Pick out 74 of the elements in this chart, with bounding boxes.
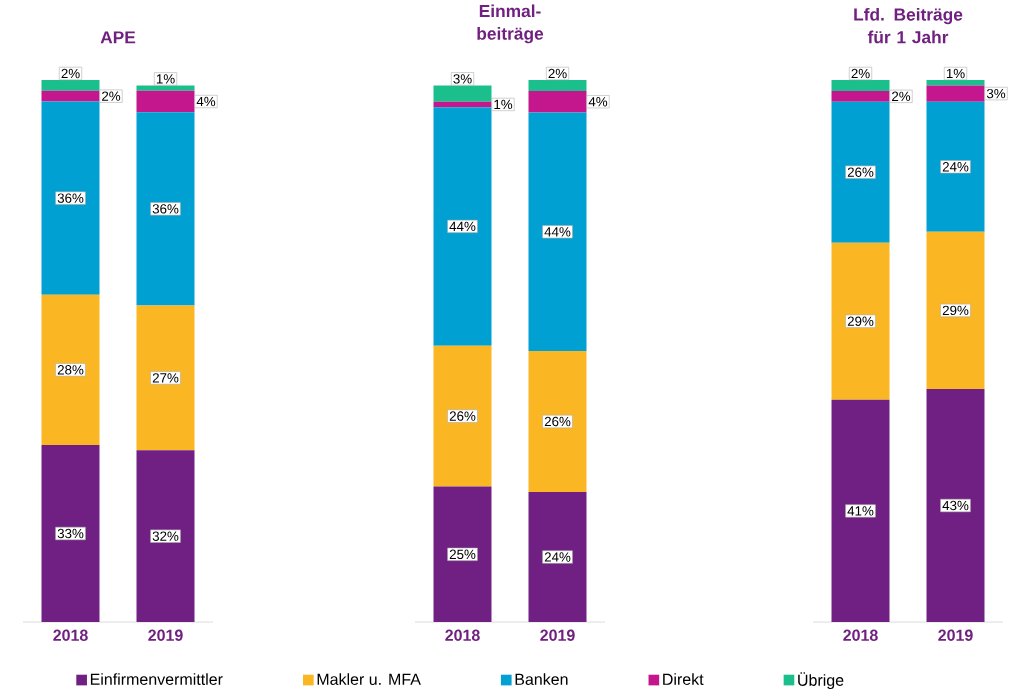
chart-title: Lfd. Beiträge für 1 Jahr (854, 7, 963, 44)
data-label: 26% (544, 416, 571, 427)
data-label: 2% (851, 68, 870, 79)
legend-label: Banken (515, 673, 568, 685)
data-label: 41% (847, 506, 874, 516)
bar (41, 101, 100, 295)
bar (831, 80, 890, 91)
x-tick-label: 2018 (445, 629, 480, 641)
data-label: 2% (892, 91, 911, 101)
bar (41, 444, 100, 623)
bar (528, 351, 587, 492)
x-tick-label: 2019 (938, 629, 973, 641)
data-label: 25% (449, 549, 476, 559)
bar (136, 90, 195, 113)
bar (528, 491, 587, 623)
legend-label: Makler u. MFA (317, 673, 421, 685)
bar (433, 486, 492, 623)
data-label: 44% (544, 227, 571, 237)
x-tick-label: 2018 (53, 629, 88, 641)
data-label: 4% (588, 97, 608, 107)
data-label: 2% (61, 68, 80, 79)
bar (926, 388, 985, 623)
bar (528, 90, 587, 113)
legend-label: Übrige (798, 672, 844, 690)
legend-label: Einfirmenvermittler (90, 673, 223, 685)
data-label: 36% (152, 204, 179, 214)
bar (926, 101, 985, 232)
data-label: 44% (449, 221, 476, 232)
bar (136, 305, 195, 451)
data-label: 27% (152, 373, 179, 383)
data-label: 28% (57, 365, 84, 375)
data-label: 33% (57, 528, 84, 539)
data-label: 36% (57, 193, 84, 203)
bar (528, 112, 587, 352)
bar (136, 450, 195, 623)
x-tick-label: 2018 (843, 629, 878, 641)
bar (528, 80, 587, 91)
data-label: 24% (544, 552, 571, 562)
data-label: 2% (102, 91, 121, 101)
data-label: 4% (196, 96, 216, 107)
bar (41, 90, 100, 102)
data-label: 26% (847, 167, 874, 177)
bar (831, 242, 890, 400)
bar (41, 80, 100, 91)
data-label: 24% (942, 162, 969, 172)
data-label: 2% (548, 68, 567, 79)
data-label: 3% (453, 74, 472, 84)
data-label: 1% (494, 99, 513, 110)
bar (926, 85, 985, 102)
chart-title: Einmal-beiträge (477, 4, 544, 44)
x-tick-label: 2019 (540, 629, 575, 641)
data-label: 26% (449, 411, 476, 421)
bar (433, 107, 492, 346)
bar (926, 231, 985, 389)
data-label: 43% (942, 500, 969, 511)
data-label: 3% (986, 88, 1006, 99)
bar (831, 101, 890, 243)
bar (41, 294, 100, 445)
data-label: 1% (156, 74, 175, 84)
bar (136, 112, 195, 306)
chart-title: APE (100, 31, 136, 44)
x-tick-label: 2019 (148, 629, 183, 641)
bar (433, 85, 492, 102)
data-label: 1% (946, 68, 965, 79)
data-label: 29% (847, 316, 874, 326)
bar (831, 399, 890, 623)
data-label: 29% (942, 305, 969, 316)
bar (926, 80, 985, 86)
legend-label: Direkt (663, 673, 704, 685)
data-label: 32% (152, 531, 179, 541)
bar (433, 101, 492, 108)
bar (831, 90, 890, 102)
bar (433, 345, 492, 487)
bar (136, 85, 195, 91)
